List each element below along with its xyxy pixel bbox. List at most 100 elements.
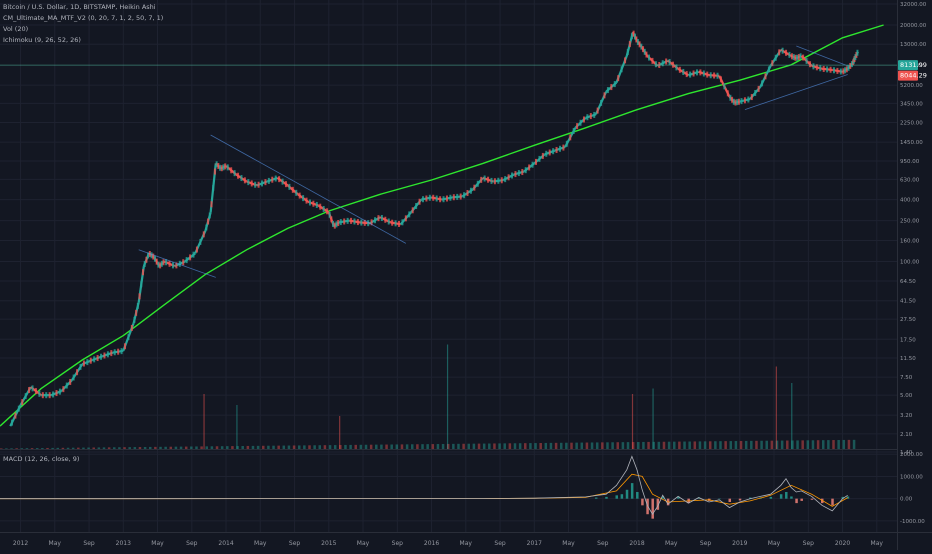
price-candle <box>740 98 743 105</box>
volume-bar <box>328 445 332 449</box>
macd-label[interactable]: MACD (12, 26, close, 9) <box>3 455 79 463</box>
volume-spike <box>339 416 341 449</box>
volume-bar <box>10 448 13 449</box>
price-candle <box>240 175 243 182</box>
price-tick-label: 3.20 <box>900 413 913 419</box>
macd-histogram-bar <box>677 496 680 499</box>
price-candle <box>757 85 760 92</box>
volume-bar <box>441 443 445 449</box>
price-candle <box>155 258 158 265</box>
time-tick-label: May <box>49 540 62 547</box>
volume-bar <box>380 444 383 449</box>
volume-bar <box>5 448 8 449</box>
macd-tick-label: 1000.00 <box>900 474 923 480</box>
macd-axis[interactable]: 2000.00 1000.00 0.00 -1000.00 <box>900 452 925 525</box>
volume-bar <box>832 440 835 449</box>
trendline[interactable] <box>796 45 848 67</box>
price-candle <box>689 71 692 78</box>
trendline[interactable] <box>138 249 216 278</box>
price-candle <box>408 211 411 218</box>
price-candle <box>579 119 582 126</box>
price-axis[interactable]: 32000.00 20000.00 13000.00 8131.99 5200.00 34… <box>900 2 927 456</box>
volume-bar <box>539 442 542 449</box>
price-candle <box>558 145 561 152</box>
price-tick-label: 250.00 <box>900 219 920 225</box>
volume-bar <box>816 440 820 449</box>
price-candle <box>805 57 808 64</box>
volume-bar <box>477 443 481 449</box>
volume-bar <box>837 439 840 449</box>
price-candle <box>490 177 493 184</box>
trendline[interactable] <box>210 134 407 244</box>
price-candle <box>41 392 44 399</box>
price-tick-label: 5200.00 <box>900 83 923 89</box>
volume-bar <box>688 441 691 449</box>
price-candle <box>69 378 72 385</box>
price-candle <box>34 388 37 395</box>
indicator-volume-label[interactable]: Vol (20) <box>3 25 28 33</box>
price-candle <box>165 259 168 266</box>
price-candle <box>469 187 472 194</box>
volume-bar <box>626 442 630 449</box>
trendline[interactable] <box>744 74 848 111</box>
volume-bar <box>580 442 584 449</box>
volume-bar <box>729 441 733 449</box>
price-candle <box>640 43 643 50</box>
price-candle <box>415 203 418 210</box>
indicator-ma-label[interactable]: CM_Ultimate_MA_MTF_V2 (0, 20, 7, 1, 2, 5… <box>3 14 163 22</box>
price-candle <box>157 261 160 268</box>
price-candle <box>72 374 75 381</box>
volume-bar <box>786 440 789 449</box>
volume-bar <box>405 444 409 449</box>
volume-bar <box>200 446 203 449</box>
time-tick-label: 2015 <box>321 540 336 547</box>
volume-spike <box>652 388 654 449</box>
time-tick-label: 2019 <box>732 540 747 547</box>
indicator-ichimoku-label[interactable]: Ichimoku (9, 26, 52, 26) <box>3 36 81 44</box>
price-candle <box>182 259 185 266</box>
time-tick-label: Sep <box>494 540 506 547</box>
chart-legend[interactable]: Bitcoin / U.S. Dollar, 1D, BITSTAMP, Hei… <box>3 3 163 44</box>
volume-bar <box>318 445 322 449</box>
volume-bar <box>92 447 95 449</box>
volume-bar <box>190 446 193 449</box>
volume-bar <box>339 445 342 449</box>
price-candle <box>799 53 802 60</box>
price-candle <box>842 68 845 75</box>
price-candle <box>380 215 383 222</box>
macd-layer <box>0 455 850 519</box>
price-candle <box>747 96 750 103</box>
price-candle <box>726 90 729 97</box>
price-candle <box>335 221 338 228</box>
price-tick-label: 100.00 <box>900 259 920 265</box>
price-candle <box>328 211 331 218</box>
price-candle <box>288 183 291 190</box>
price-candle <box>819 65 822 72</box>
volume-spike <box>446 344 449 449</box>
price-candle <box>205 224 208 231</box>
volume-bar <box>698 441 702 449</box>
macd-histogram-bar <box>728 498 732 502</box>
price-candle <box>133 316 136 323</box>
volume-bar <box>164 446 167 449</box>
price-candle <box>764 73 767 80</box>
price-candle <box>737 98 740 105</box>
volume-bar <box>472 443 476 449</box>
price-candle <box>281 178 284 185</box>
volume-bar <box>775 440 779 449</box>
symbol-title[interactable]: Bitcoin / U.S. Dollar, 1D, BITSTAMP, Hei… <box>3 3 156 11</box>
time-tick-label: May <box>151 540 164 547</box>
volume-bar <box>642 441 645 449</box>
time-axis[interactable]: 2012 May Sep 2013 May Sep 2014 May Sep 2015 May Sep… <box>13 540 883 547</box>
price-candle <box>363 219 366 226</box>
price-candle <box>189 254 192 261</box>
volume-bar <box>267 445 270 449</box>
price-candle <box>535 158 538 165</box>
volume-bar <box>703 441 707 449</box>
volume-bar <box>56 447 60 449</box>
grid-layer <box>0 0 897 532</box>
price-candle <box>356 219 359 226</box>
volume-bar <box>82 447 85 449</box>
volume-bar <box>780 440 784 449</box>
volume-bar <box>616 442 619 449</box>
